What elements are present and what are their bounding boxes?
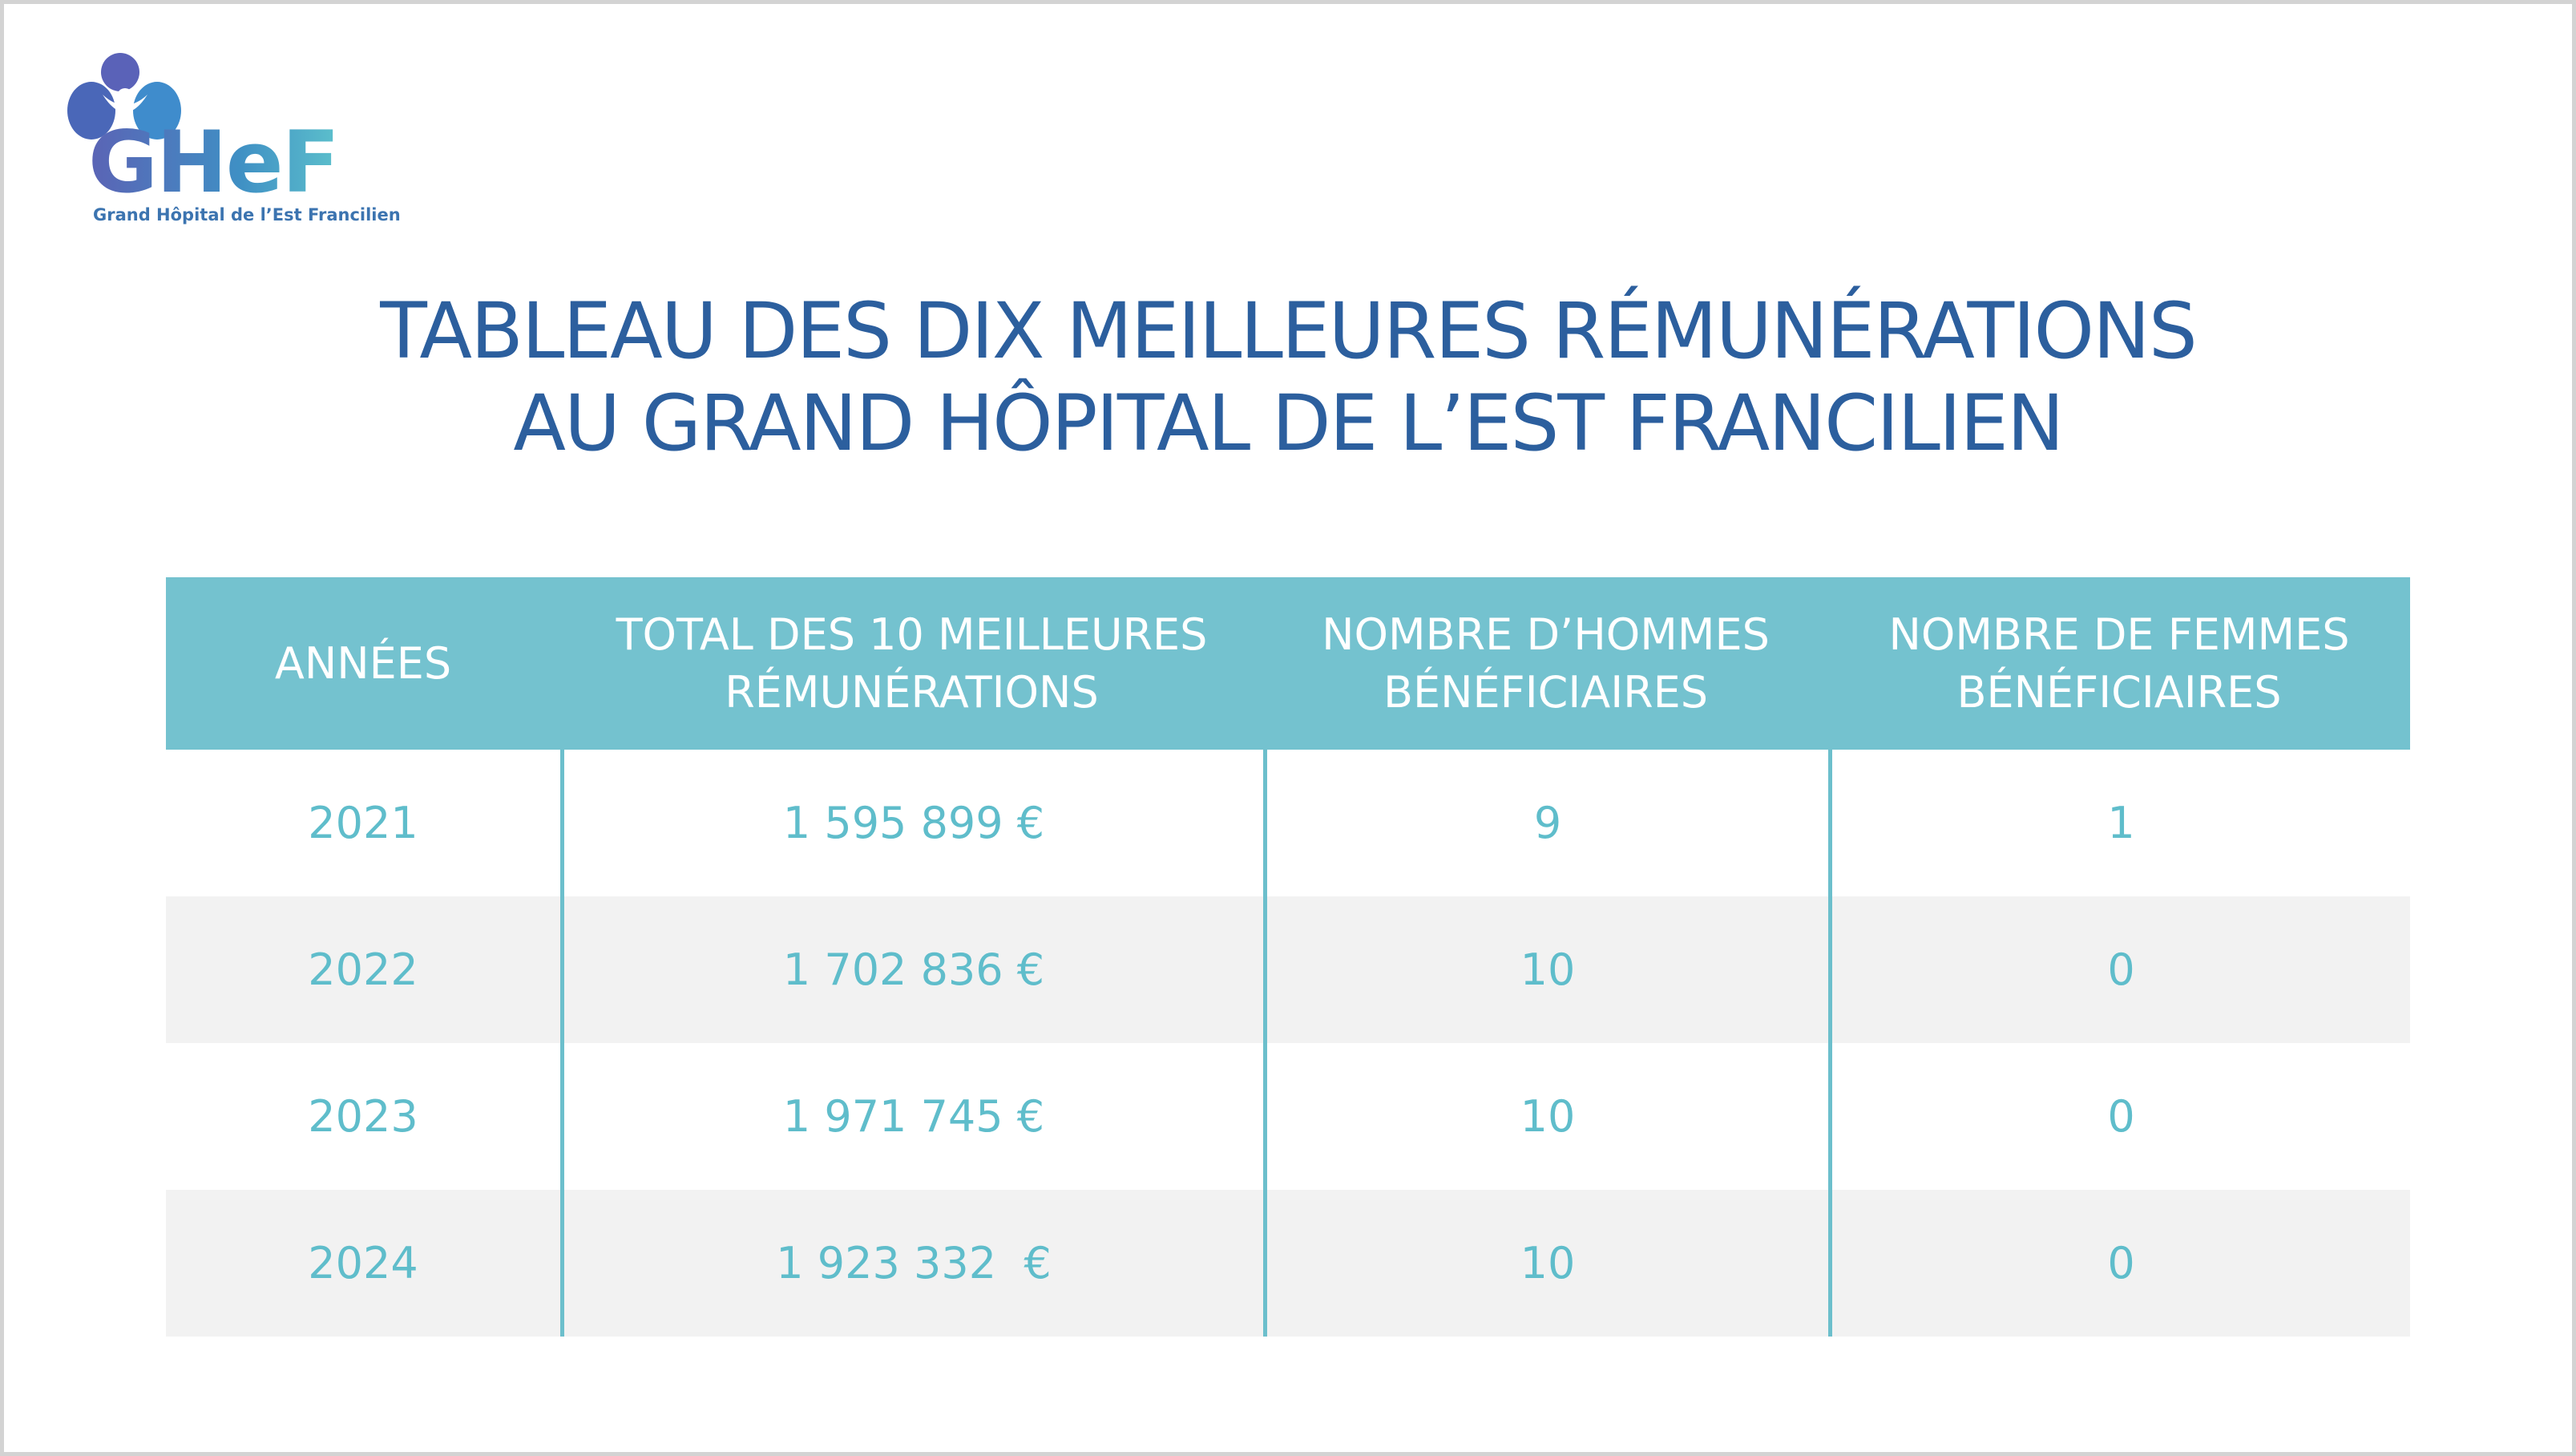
title: TABLEAU DES DIX MEILLEURES RÉMUNÉRATIONS…	[0, 285, 2576, 470]
logo-mark: GHeF	[88, 113, 340, 212]
table-cell: 1 971 745 €	[560, 1043, 1263, 1190]
logo-petal	[101, 53, 139, 91]
title-line: TABLEAU DES DIX MEILLEURES RÉMUNÉRATIONS	[380, 286, 2198, 376]
logo-name: Grand Hôpital de l’Est Francilien	[93, 205, 401, 224]
table-row: 2022 1 702 836 €10 0	[166, 896, 2410, 1043]
table-row: 2024 1 923 332 €10 0	[166, 1190, 2410, 1337]
title-line: AU GRAND HÔPITAL DE L’EST FRANCILIEN	[513, 378, 2064, 468]
table-cell: 1 595 899 €	[560, 750, 1263, 896]
table-cell: 2023	[308, 1091, 418, 1142]
table-row: 2023 1 971 745 €10 0	[166, 1043, 2410, 1190]
table-cell: 10	[1263, 1043, 1828, 1190]
table-header: ANNÉES TOTAL DES 10 MEILLEURES RÉMUNÉRATI…	[166, 577, 2410, 750]
table-cell: 10	[1263, 1190, 1828, 1337]
table-row: 2021 1 595 899 €9 1	[166, 750, 2410, 896]
logo-icon	[67, 53, 181, 140]
header-cell: TOTAL DES 10 MEILLEURES RÉMUNÉRATIONS	[616, 609, 1208, 718]
table-cell: 2022	[308, 944, 418, 995]
logo-petal	[67, 82, 115, 140]
table-cell: 1 923 332 €	[560, 1190, 1263, 1337]
table-cell: 0	[1828, 896, 2410, 1043]
logo: GHeF Grand Hôpital de l’Est Francilien	[63, 50, 401, 234]
table: ANNÉES TOTAL DES 10 MEILLEURES RÉMUNÉRATI…	[166, 577, 2410, 1337]
table-cell: 0	[1828, 1190, 2410, 1337]
table-cell: 10	[1263, 896, 1828, 1043]
table-cell: 2021	[308, 798, 418, 848]
logo-figure	[117, 88, 133, 104]
logo-figure	[103, 95, 147, 112]
table-cell: 1	[1828, 750, 2410, 896]
table-cell: 1 702 836 €	[560, 896, 1263, 1043]
logo-petal	[133, 82, 181, 140]
header-cell: NOMBRE DE FEMMES BÉNÉFICIAIRES	[1888, 609, 2350, 718]
header-cell: NOMBRE D’HOMMES BÉNÉFICIAIRES	[1322, 609, 1770, 718]
table-cell: 9	[1263, 750, 1828, 896]
header-cell: ANNÉES	[274, 637, 452, 689]
table-cell: 2024	[308, 1238, 418, 1288]
table-cell: 0	[1828, 1043, 2410, 1190]
